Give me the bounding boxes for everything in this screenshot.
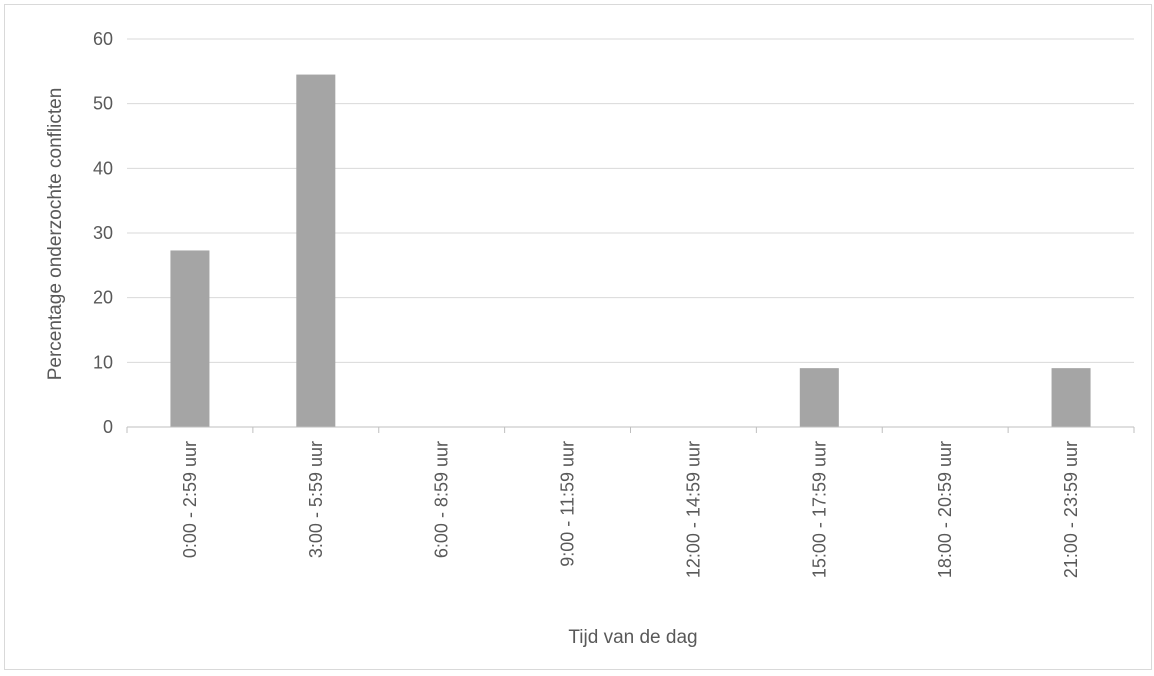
bar <box>799 368 839 427</box>
x-tick-label: 0:00 - 2:59 uur <box>180 441 200 558</box>
x-tick-label: 15:00 - 17:59 uur <box>809 441 829 578</box>
y-tick-label: 0 <box>103 417 113 437</box>
x-tick-label: 18:00 - 20:59 uur <box>935 441 955 578</box>
chart-frame: 0 10 20 30 40 50 60 0:00 - 2:59 uur 3:00 - 5:59 … <box>4 4 1152 670</box>
bar <box>296 74 336 428</box>
bar <box>170 250 210 427</box>
y-tick-label: 30 <box>93 223 113 243</box>
y-tick-label: 60 <box>93 29 113 49</box>
bars <box>170 74 1091 428</box>
axes: 0 10 20 30 40 50 60 0:00 - 2:59 uur 3:00 - 5:59 … <box>93 29 1135 578</box>
gridlines <box>127 38 1134 428</box>
y-axis-title: Percentage onderzochte conflicten <box>45 88 66 381</box>
x-tick-label: 9:00 - 11:59 uur <box>558 441 578 567</box>
y-tick-label: 10 <box>93 352 113 372</box>
bar <box>1051 368 1091 427</box>
y-tick-label: 50 <box>93 94 113 114</box>
y-tick-label: 20 <box>93 288 113 308</box>
x-tick-label: 12:00 - 14:59 uur <box>683 441 703 578</box>
x-axis-title: Tijd van de dag <box>568 627 697 648</box>
x-tick-label: 21:00 - 23:59 uur <box>1061 441 1081 578</box>
bar-chart: 0 10 20 30 40 50 60 0:00 - 2:59 uur 3:00 - 5:59 … <box>45 29 1135 648</box>
x-tick-label: 6:00 - 8:59 uur <box>432 441 452 558</box>
y-tick-label: 40 <box>93 158 113 178</box>
x-tick-label: 3:00 - 5:59 uur <box>306 441 326 558</box>
